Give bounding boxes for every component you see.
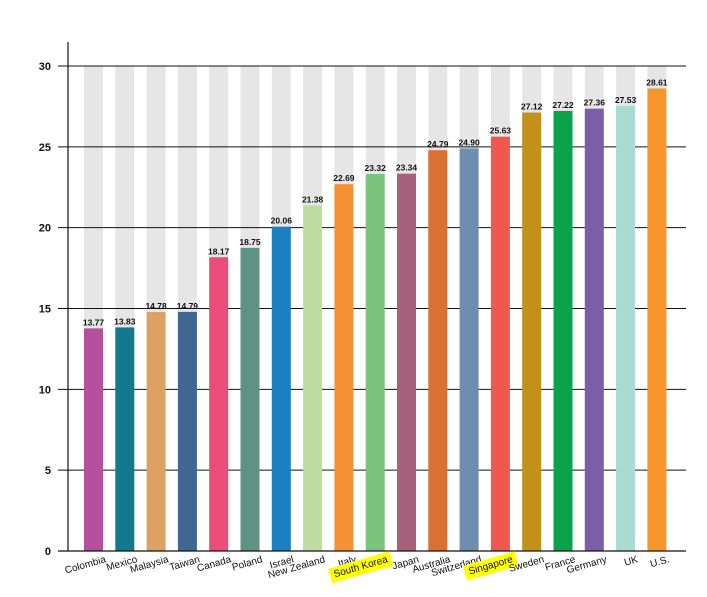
data-label: 18.75 xyxy=(239,237,261,247)
highlight-marker xyxy=(328,551,394,584)
data-label: 24.79 xyxy=(427,139,449,149)
bar xyxy=(490,136,510,552)
data-label: 28.61 xyxy=(646,77,668,87)
bar xyxy=(271,226,291,552)
data-label: 14.79 xyxy=(177,301,199,311)
bar xyxy=(115,327,135,551)
data-label: 27.36 xyxy=(584,98,606,108)
bar xyxy=(240,247,260,551)
y-tick-label: 0 xyxy=(45,546,51,558)
bar xyxy=(146,312,166,551)
data-label: 23.32 xyxy=(365,163,387,173)
bar xyxy=(397,173,416,552)
bar xyxy=(459,148,479,551)
y-axis-ticks: 0 5 10 15 20 25 30 xyxy=(39,61,51,558)
category-label-group: South Korea xyxy=(328,551,394,584)
data-label: 13.83 xyxy=(114,316,136,326)
data-label: 13.77 xyxy=(83,317,105,327)
data-label: 27.22 xyxy=(552,100,574,110)
data-label: 22.69 xyxy=(333,173,355,183)
data-bars xyxy=(84,88,667,552)
x-tick-label: UK xyxy=(623,554,640,568)
bar xyxy=(365,173,385,551)
value-labels: 13.77 13.83 14.78 14.79 18.17 18.75 20.06 21.38… xyxy=(83,77,668,327)
bar xyxy=(522,112,542,551)
y-tick-label: 15 xyxy=(39,304,51,316)
bar xyxy=(584,108,604,552)
data-label: 23.34 xyxy=(396,163,418,173)
data-label: 27.53 xyxy=(615,95,637,105)
bar xyxy=(177,311,197,551)
data-label: 24.90 xyxy=(458,137,480,147)
category-label-group: U.S. xyxy=(649,554,671,570)
highlight-marker xyxy=(462,551,519,581)
bar xyxy=(84,328,103,551)
data-label: 25.63 xyxy=(490,126,512,136)
data-label: 14.78 xyxy=(145,301,167,311)
data-label: 27.12 xyxy=(521,102,543,112)
y-tick-label: 5 xyxy=(45,465,51,477)
y-tick-label: 20 xyxy=(39,223,51,235)
x-tick-label: U.S. xyxy=(649,554,671,570)
category-label-group: Colombia xyxy=(64,554,108,576)
x-tick-label: Canada xyxy=(196,554,233,574)
x-tick-label: Colombia xyxy=(64,554,108,576)
data-label: 20.06 xyxy=(271,216,293,226)
x-tick-label: Poland xyxy=(231,554,264,573)
category-label-group: Poland xyxy=(231,554,264,573)
bar xyxy=(209,257,229,551)
category-label-group: UK xyxy=(623,554,640,568)
category-labels: ColombiaMexicoMalaysiaTaiwanCanadaPoland… xyxy=(64,551,671,584)
y-tick-label: 25 xyxy=(39,142,51,154)
bar xyxy=(553,110,573,552)
y-tick-label: 10 xyxy=(39,384,51,396)
data-label: 21.38 xyxy=(302,194,324,204)
bar xyxy=(616,105,636,551)
bar xyxy=(647,88,667,551)
bar xyxy=(334,184,354,551)
category-label-group: Canada xyxy=(196,554,233,574)
bar xyxy=(428,150,448,551)
y-tick-label: 30 xyxy=(39,61,51,73)
data-label: 18.17 xyxy=(208,246,230,256)
axes xyxy=(58,42,686,552)
bar xyxy=(303,205,323,551)
